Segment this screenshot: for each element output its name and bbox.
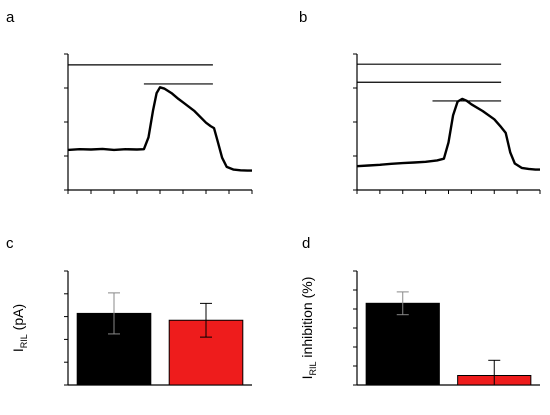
panel-letter-b: b [299,9,307,26]
panel-letter-a: a [6,9,15,26]
chart-a-current-trace [67,86,252,172]
chart-c-y-axis-label-tail: (pA) [10,304,26,334]
chart-d-y-axis-label-tail: inhibition (%) [299,277,315,362]
chart-b-current-trace [356,97,540,171]
chart-a [64,53,253,194]
chart-c-y-axis-label: IRIL (pA) [10,304,29,352]
chart-c-y-axis-label-main: I [10,348,26,352]
chart-c: IRIL (pA) [10,270,252,386]
chart-d-y-axis-label-main: I [299,375,315,379]
chart-b [353,53,541,194]
chart-d: IRIL inhibition (%) [299,270,540,386]
panel-letter-c: c [6,235,14,252]
chart-d-bar [365,302,440,386]
chart-d-y-axis-label-sub: RIL [308,361,318,375]
chart-d-y-axis-label: IRIL inhibition (%) [299,277,318,380]
panel-letter-d: d [302,235,310,252]
chart-c-y-axis-label-sub: RIL [19,334,29,348]
